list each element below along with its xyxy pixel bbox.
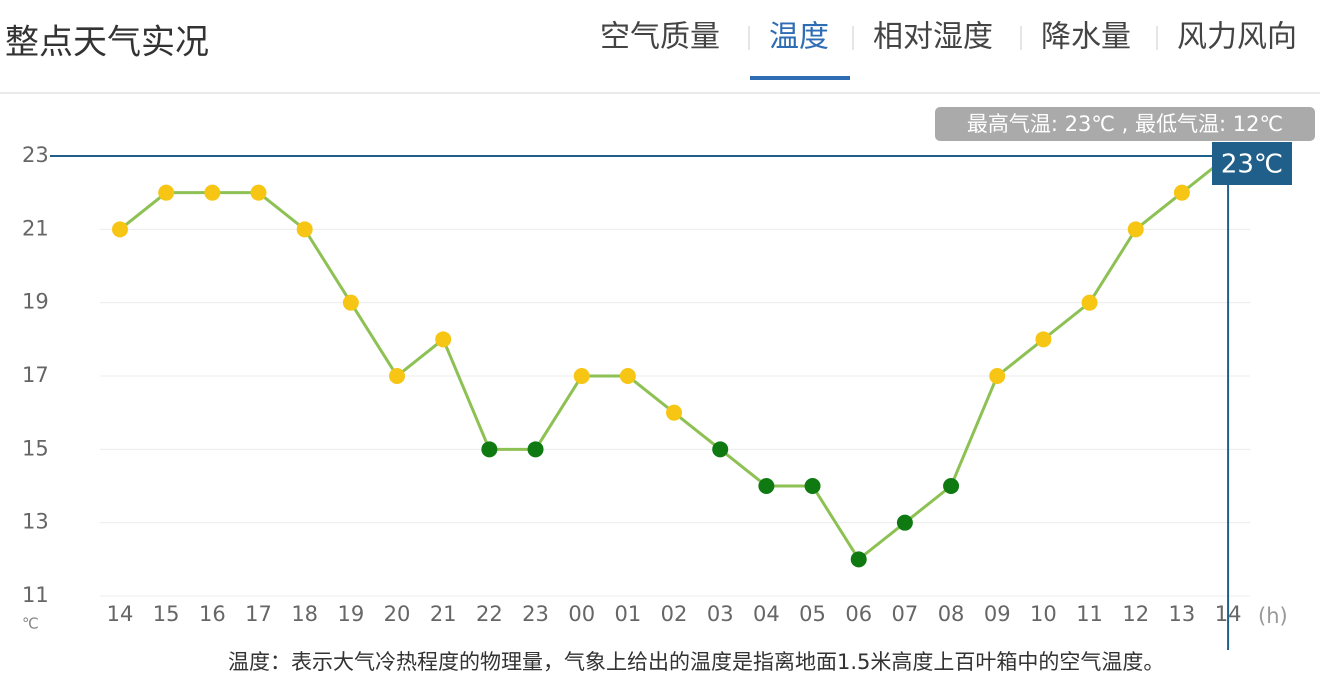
footnote: 温度：表示大气冷热程度的物理量，气象上给出的温度是指离地面1.5米高度上百叶箱中… [228,650,1164,674]
data-point[interactable] [850,551,867,568]
data-point[interactable] [758,478,775,494]
tooltip-box [935,107,1315,141]
x-tick-label: 06 [845,602,872,626]
data-point[interactable] [481,441,498,458]
y-tick-label: 15 [22,436,49,460]
y-tick-label: 17 [22,363,49,387]
data-point[interactable] [435,331,452,348]
x-tick-label: 21 [430,602,457,626]
data-point[interactable] [804,478,821,494]
x-tick-label: 09 [984,602,1011,626]
x-tick-label: 23 [522,602,549,626]
x-tick-label: 15 [153,602,180,626]
x-tick-label: 03 [707,602,734,626]
panel-title: 整点天气实况 [5,23,209,63]
x-tick-label: 01 [615,602,642,626]
data-point[interactable] [896,514,913,531]
tab-underline [750,76,850,80]
data-point[interactable] [666,404,683,421]
data-point[interactable] [158,184,175,201]
x-tick-label: 18 [291,602,318,626]
data-point[interactable] [619,368,636,384]
y-tick-label: 19 [22,290,49,314]
data-point[interactable] [943,478,960,494]
tab-bar: 空气质量 温度 相对湿度 降水量 风力风向 [600,20,1297,80]
y-tick-label: 23 [22,143,49,167]
y-tick-label: 13 [22,510,49,534]
x-tick-label: 12 [1122,602,1149,626]
tab[interactable]: 相对湿度 [873,20,993,55]
tab[interactable]: 风力风向 [1177,20,1297,55]
y-tick-label: 11 [22,583,49,607]
data-point[interactable] [389,368,406,384]
x-tick-label: 16 [199,602,226,626]
x-tick-label: 14 [107,602,134,626]
x-tick-label: 02 [661,602,688,626]
x-unit: (h) [1258,604,1288,628]
crosshair-label-box [1212,142,1292,185]
tab[interactable]: 降水量 [1041,20,1131,55]
y-unit: ℃ [22,615,39,633]
data-point[interactable] [989,368,1006,384]
data-point[interactable] [250,184,267,201]
x-tick-label: 17 [245,602,272,626]
tooltip-text: 最高气温: 23℃ , 最低气温: 12℃ [967,112,1283,136]
x-tick-label: 22 [476,602,503,626]
x-tick-label: 08 [938,602,965,626]
temperature-line [119,154,1230,562]
tab[interactable]: 空气质量 [600,20,720,55]
x-tick-label: 00 [568,602,595,626]
tab[interactable]: 温度 [769,20,829,55]
x-tick-label: 05 [799,602,826,626]
data-point[interactable] [112,221,128,238]
x-tick-label: 11 [1076,602,1103,626]
data-point[interactable] [1035,331,1052,348]
data-point[interactable] [204,184,221,201]
data-point[interactable] [1127,221,1144,238]
y-tick-label: 21 [22,216,49,240]
x-tick-label: 07 [892,602,919,626]
data-point[interactable] [712,441,729,458]
x-tick-label: 10 [1030,602,1057,626]
x-tick-label: 20 [384,602,411,626]
data-point[interactable] [527,441,544,458]
data-point[interactable] [342,294,359,311]
data-point[interactable] [573,368,590,384]
data-point[interactable] [1173,184,1190,201]
x-tick-label: 19 [337,602,364,626]
crosshair-label: 23℃ [1221,150,1283,180]
data-point[interactable] [1081,294,1098,311]
x-tick-label: 04 [753,602,780,626]
data-point[interactable] [296,221,313,238]
x-tick-label: 13 [1169,602,1196,626]
